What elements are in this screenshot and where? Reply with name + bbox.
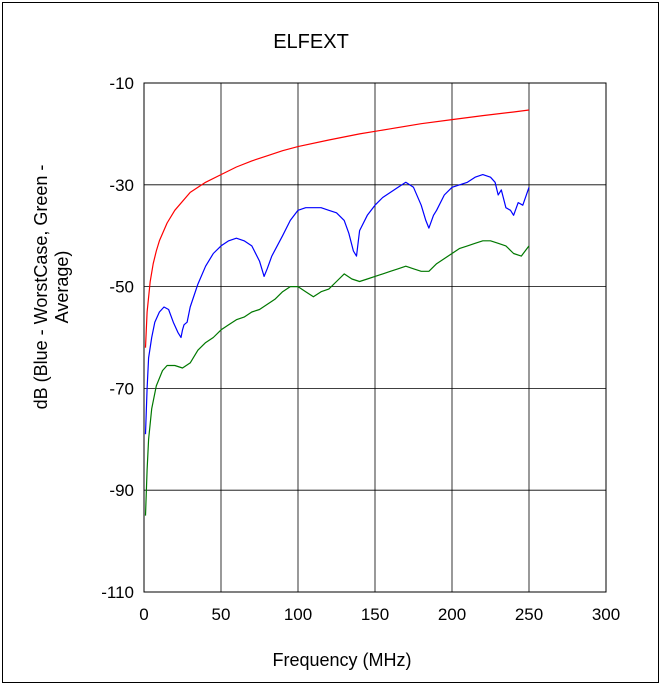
x-tick-label: 100 — [284, 605, 312, 624]
y-tick-label: -50 — [109, 278, 134, 297]
chart-title: ELFEXT — [273, 31, 349, 53]
x-tick-labels: 0 50 100 150 200 250 300 — [139, 605, 620, 624]
x-tick-label: 0 — [139, 605, 148, 624]
x-tick-label: 150 — [361, 605, 389, 624]
x-tick-label: 50 — [212, 605, 231, 624]
y-tick-label: -70 — [109, 379, 134, 398]
x-tick-label: 250 — [515, 605, 543, 624]
y-tick-label: -90 — [109, 481, 134, 500]
grid-layer — [144, 83, 606, 592]
series-line-1 — [144, 109, 530, 348]
y-axis-label-line-2: Average) — [52, 251, 72, 324]
x-tick-label: 200 — [438, 605, 466, 624]
y-tick-labels: -110 -90 -70 -50 -30 -10 — [101, 74, 134, 602]
series-line-2 — [144, 174, 530, 435]
x-tick-label: 300 — [592, 605, 620, 624]
series-line-3 — [144, 240, 530, 516]
y-axis-label: dB (Blue - WorstCase, Green - Average) — [31, 165, 72, 410]
y-tick-label: -110 — [101, 583, 134, 602]
y-tick-label: -10 — [109, 74, 134, 93]
x-axis-label: Frequency (MHz) — [272, 650, 411, 670]
y-tick-label: -30 — [109, 176, 134, 195]
y-axis-label-line-1: dB (Blue - WorstCase, Green - — [31, 165, 51, 410]
plot-area — [143, 82, 607, 593]
series-layer — [144, 109, 530, 516]
